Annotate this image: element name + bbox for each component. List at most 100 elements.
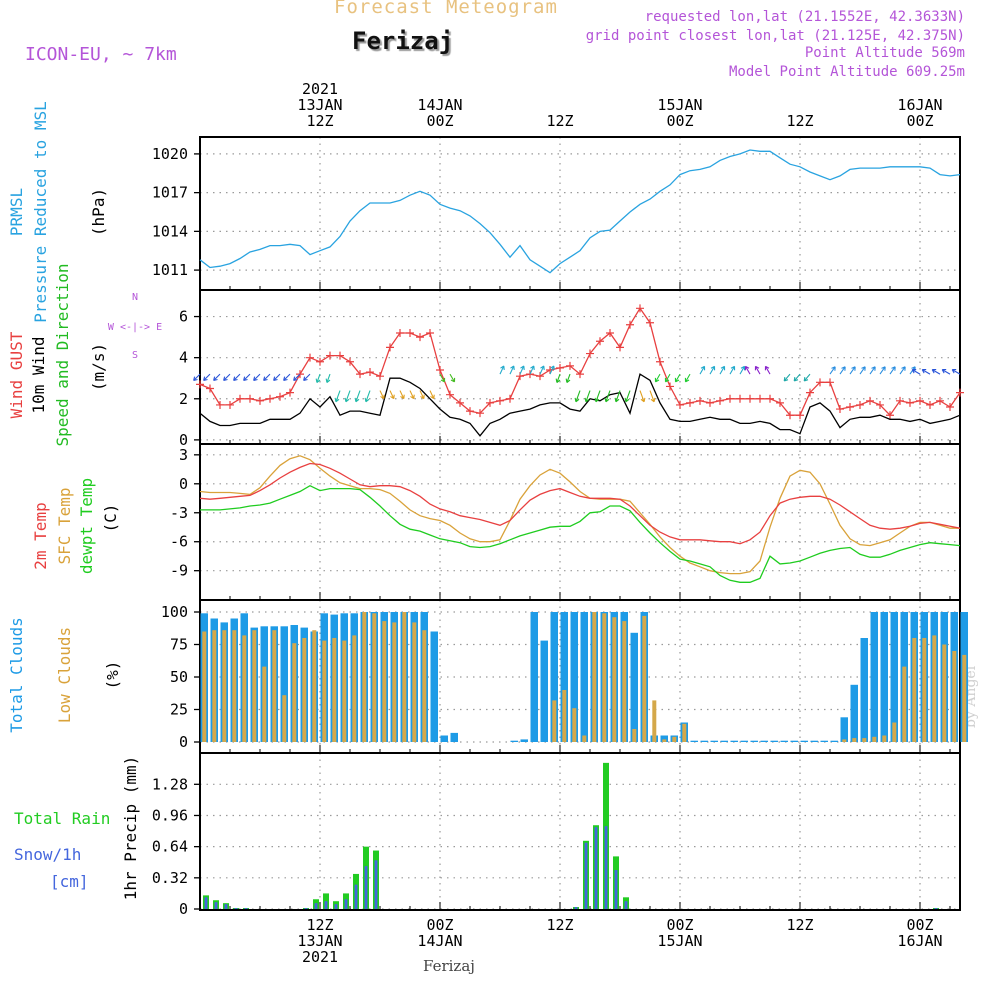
wind-gust-marker — [546, 366, 554, 374]
total-clouds-bar — [890, 612, 898, 742]
wind-frame — [199, 289, 961, 445]
low-clouds-bar — [272, 630, 277, 742]
compass-n: N — [132, 292, 138, 303]
low-clouds-bar — [632, 729, 637, 742]
temp-ylabel-unit: (C) — [101, 504, 120, 533]
wind-direction-arrow — [793, 373, 801, 382]
total-clouds-bar — [510, 740, 518, 742]
wind-direction-arrow — [315, 373, 321, 383]
wind-gust-marker — [666, 382, 674, 391]
wind-gust-marker — [416, 333, 424, 342]
total-clouds-bar — [800, 740, 808, 742]
wind-gust-marker — [906, 398, 914, 407]
wind-gust-marker — [456, 398, 464, 407]
total-clouds-bar — [550, 612, 558, 742]
low-clouds-bar — [552, 700, 557, 742]
pressure-line — [199, 149, 961, 274]
low-clouds-bar — [612, 617, 617, 742]
precipitation-ytick-label: 0.64 — [152, 838, 188, 856]
top-time-label: 00Z — [906, 112, 933, 130]
low-clouds-bar — [912, 638, 917, 742]
grid-point-coords: grid point closest lon,lat (21.125E, 42.… — [585, 28, 965, 44]
bottom-time-label: 00Z — [666, 916, 693, 934]
wind-ytick-label: 6 — [179, 308, 188, 326]
clouds-ytick-label: 0 — [179, 733, 188, 751]
wind-direction-arrow — [574, 390, 581, 403]
precipitation-ytick-label: 1.28 — [152, 775, 188, 793]
wind-direction-arrow — [429, 390, 435, 400]
wind-direction-arrow — [654, 373, 661, 383]
low-clouds-bar — [622, 621, 627, 742]
total-clouds-bar — [740, 740, 748, 742]
precipitation-frame — [199, 752, 961, 911]
total-clouds-bar — [440, 735, 448, 742]
snow-bar — [324, 901, 328, 909]
wind-gust-marker — [206, 384, 214, 393]
snow-bar — [234, 908, 238, 909]
wind-ylabel-gust: Wind GUST — [7, 331, 26, 418]
top-time-label: 00Z — [426, 112, 453, 130]
pressure-frame — [199, 136, 961, 291]
snow-bar — [204, 897, 208, 909]
wind-direction-arrow — [764, 365, 771, 375]
wind-gust-marker — [816, 378, 824, 387]
wind-direction-arrow — [293, 373, 301, 382]
wind-direction-arrow — [911, 368, 921, 375]
low-clouds-bar — [392, 622, 397, 742]
top-time-label: 16JAN — [897, 96, 942, 114]
wind-direction-arrow — [379, 390, 385, 400]
sfc-temp-line — [199, 455, 960, 575]
wind-gust-marker — [346, 357, 354, 366]
dewpt-temp-line — [200, 484, 961, 583]
wind-direction-arrow — [941, 368, 951, 375]
wind-direction-arrow — [744, 365, 751, 375]
bottom-time-label: 14JAN — [417, 932, 462, 950]
wind-direction-arrow — [223, 373, 231, 382]
low-clouds-bar — [222, 630, 227, 742]
wind-direction-arrow — [529, 365, 535, 375]
bottom-time-label: 12Z — [306, 916, 333, 934]
wind-gust-marker — [826, 378, 834, 387]
wind-direction-arrow — [389, 390, 395, 400]
total-clouds-bar — [880, 612, 888, 742]
wind-direction-arrow — [243, 373, 251, 382]
clouds-ylabel-unit: (%) — [103, 661, 122, 690]
bottom-time-label: 00Z — [426, 916, 453, 934]
wind-gust-marker — [896, 396, 904, 405]
wind-gust-marker — [936, 396, 944, 405]
wind-gust-marker — [196, 380, 204, 389]
wind-gust-marker — [786, 411, 794, 420]
wind-direction-arrow — [549, 365, 555, 375]
wind-gust-marker — [306, 353, 314, 362]
total-clouds-bar — [660, 735, 668, 742]
low-clouds-bar — [312, 630, 317, 742]
wind-direction-arrow — [334, 390, 341, 403]
total-clouds-bar — [580, 612, 588, 742]
wind-gust-marker — [386, 343, 394, 352]
wind-gust-marker — [586, 349, 594, 358]
low-clouds-bar — [212, 630, 217, 742]
model-altitude: Model Point Altitude 609.25m — [728, 64, 965, 80]
footer-location: Ferizaj — [423, 957, 475, 975]
wind-direction-arrow — [193, 373, 201, 382]
low-clouds-bar — [942, 644, 947, 742]
clouds-ytick-label: 100 — [161, 603, 188, 621]
top-time-label: 12Z — [546, 112, 573, 130]
low-clouds-bar — [642, 615, 647, 742]
precipitation-ytick-label: 0.32 — [152, 869, 188, 887]
bottom-time-label: 2021 — [302, 948, 338, 966]
low-clouds-bar — [402, 612, 407, 742]
wind-direction-arrow — [584, 390, 591, 403]
wind-direction-arrow — [449, 373, 456, 383]
wind-direction-arrow — [899, 366, 906, 375]
wind-direction-arrow — [921, 368, 931, 375]
wind-direction-arrow — [849, 366, 856, 375]
wind-gust-marker — [596, 337, 604, 346]
wind-direction-arrow — [604, 390, 611, 403]
requested-coords: requested lon,lat (21.1552E, 42.3633N) — [644, 9, 965, 25]
wind-direction-arrow — [509, 365, 515, 375]
low-clouds-bar — [262, 666, 267, 742]
wind-direction-arrow — [719, 365, 726, 375]
bottom-time-label: 15JAN — [657, 932, 702, 950]
